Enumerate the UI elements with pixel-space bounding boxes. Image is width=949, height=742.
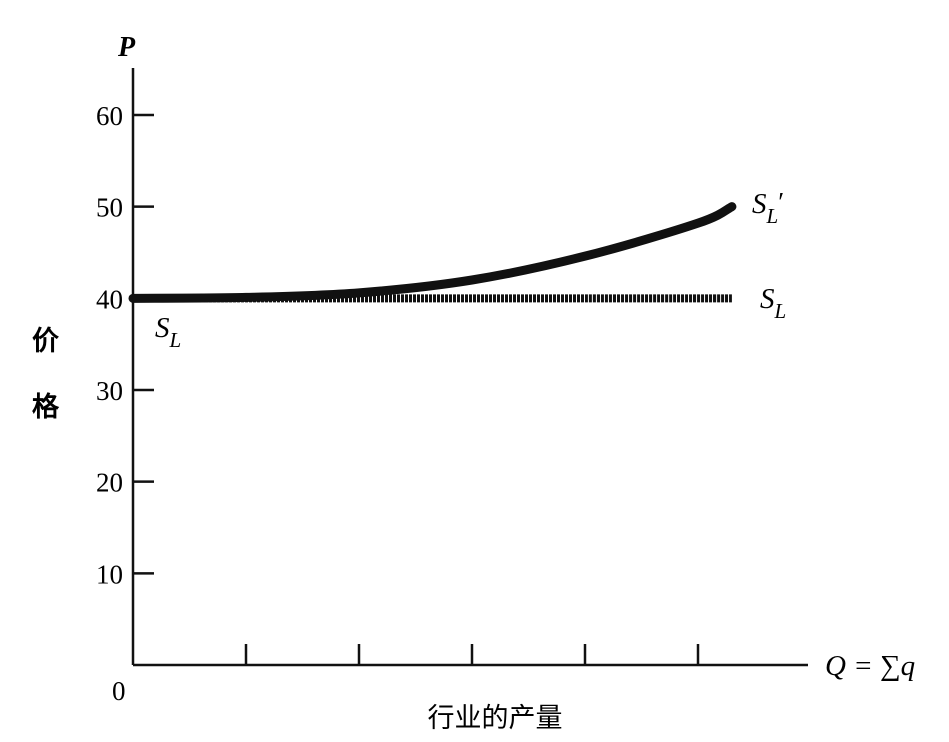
x-tick-group (244, 644, 700, 665)
y-tick-label: 30 (96, 376, 123, 406)
y-tick-label: 10 (96, 559, 123, 589)
y-tick-label: 40 (96, 284, 123, 314)
y-tick-label: 60 (96, 101, 123, 131)
origin-label: 0 (112, 676, 126, 706)
y-axis-variable: P (117, 32, 136, 63)
x-axis-label: 行业的产量 (428, 703, 563, 734)
y-axis-label-char-1: 价 (32, 326, 60, 357)
series-line-sl-prime (128, 202, 737, 303)
series-label-sl-prime: SL′ (752, 187, 784, 228)
y-axis-label-char-2: 格 (32, 392, 60, 423)
series-label-sl-left: SL (155, 312, 181, 352)
series-label-sl-right: SL (760, 283, 786, 323)
y-tick-label: 20 (96, 468, 123, 498)
y-tick-group: 10 20 30 40 50 60 (96, 101, 154, 589)
x-axis-variable: Q = ∑q (825, 650, 915, 682)
y-tick-label: 50 (96, 193, 123, 223)
